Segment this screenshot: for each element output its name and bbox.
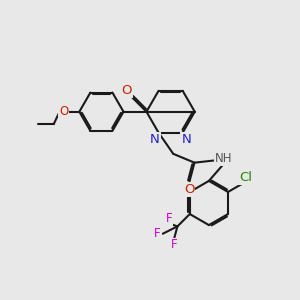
Text: F: F	[171, 238, 177, 251]
Text: Cl: Cl	[239, 171, 252, 184]
Text: O: O	[122, 84, 132, 97]
Text: O: O	[59, 105, 68, 118]
Text: O: O	[184, 183, 194, 196]
Text: F: F	[166, 212, 172, 225]
Text: N: N	[150, 133, 160, 146]
Text: F: F	[154, 227, 161, 240]
Text: N: N	[181, 133, 191, 146]
Text: NH: NH	[215, 152, 233, 165]
